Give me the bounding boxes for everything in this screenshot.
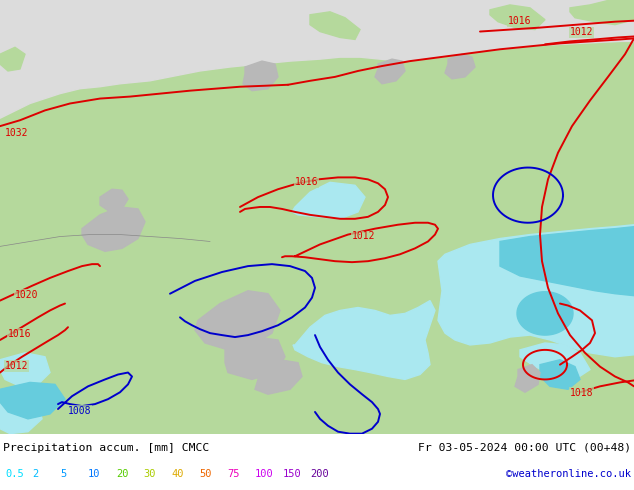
Polygon shape (438, 225, 634, 357)
Polygon shape (490, 5, 545, 29)
Text: 1008: 1008 (68, 406, 91, 416)
Text: 75: 75 (227, 469, 239, 479)
Text: 30: 30 (144, 469, 156, 479)
Text: 20: 20 (116, 469, 129, 479)
Polygon shape (0, 41, 634, 434)
Text: 1018: 1018 (570, 388, 593, 398)
Text: 5: 5 (60, 469, 67, 479)
Polygon shape (540, 360, 580, 389)
Text: 50: 50 (199, 469, 212, 479)
Polygon shape (310, 12, 360, 39)
Polygon shape (195, 291, 280, 350)
Text: 150: 150 (282, 469, 301, 479)
Polygon shape (0, 353, 50, 386)
Polygon shape (375, 59, 405, 84)
Text: ©weatheronline.co.uk: ©weatheronline.co.uk (506, 469, 631, 479)
Polygon shape (293, 300, 435, 379)
Polygon shape (0, 382, 65, 419)
Polygon shape (292, 182, 365, 219)
Text: 1032: 1032 (5, 128, 29, 138)
Polygon shape (570, 0, 634, 24)
Text: 1012: 1012 (352, 231, 375, 242)
Polygon shape (0, 0, 634, 118)
Polygon shape (243, 61, 278, 91)
Polygon shape (517, 292, 573, 335)
Text: 1016: 1016 (295, 177, 318, 187)
Text: 1012: 1012 (570, 27, 593, 37)
Text: 0.5: 0.5 (5, 469, 23, 479)
Text: 1020: 1020 (15, 290, 39, 300)
Text: 1016: 1016 (508, 16, 531, 25)
Text: 2: 2 (33, 469, 39, 479)
Text: Precipitation accum. [mm] CMCC: Precipitation accum. [mm] CMCC (3, 442, 209, 453)
Polygon shape (445, 54, 475, 79)
Polygon shape (520, 343, 590, 379)
Text: 1012: 1012 (5, 361, 29, 370)
Text: Fr 03-05-2024 00:00 UTC (00+48): Fr 03-05-2024 00:00 UTC (00+48) (418, 442, 631, 453)
Polygon shape (100, 189, 128, 212)
Polygon shape (82, 207, 145, 251)
Polygon shape (0, 399, 42, 434)
Text: 40: 40 (171, 469, 184, 479)
Polygon shape (225, 337, 285, 379)
Polygon shape (515, 365, 540, 392)
Polygon shape (500, 227, 634, 295)
Text: 200: 200 (310, 469, 329, 479)
Text: 10: 10 (88, 469, 101, 479)
Text: 1016: 1016 (8, 329, 32, 339)
Polygon shape (255, 360, 302, 394)
Polygon shape (0, 48, 25, 71)
Text: 100: 100 (254, 469, 273, 479)
